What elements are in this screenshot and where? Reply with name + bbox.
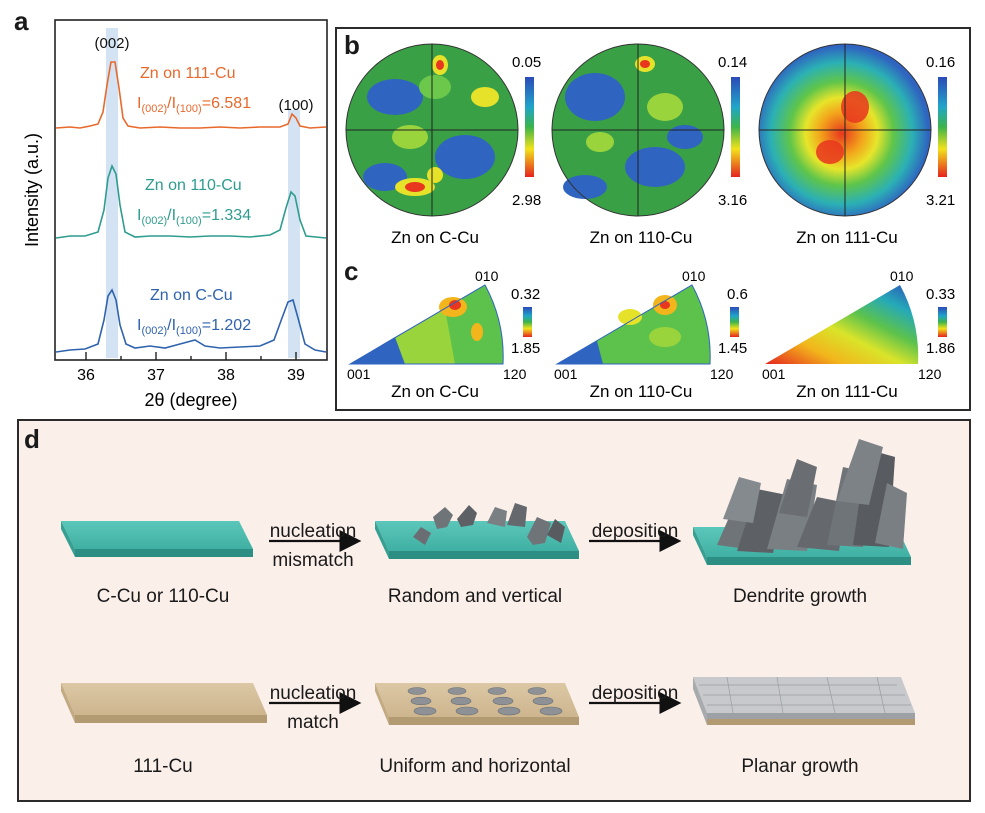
stage-label-planar: Planar growth — [741, 756, 859, 777]
xtick-37: 37 — [147, 367, 165, 384]
ipf-label-c-cu: Zn on C-Cu — [391, 382, 479, 401]
curve-111-cu — [55, 61, 327, 129]
substrate-c-cu — [61, 521, 253, 557]
pole-figure-c-cu — [345, 43, 519, 217]
substrate-random — [375, 503, 579, 559]
pole-label-110-cu: Zn on 110-Cu — [590, 228, 693, 247]
ratio-110: I(002)/I(100)=1.334 — [137, 207, 251, 227]
scale-bottom-b3: 3.21 — [926, 192, 955, 209]
substrate-111-cu — [61, 683, 267, 723]
stage-label-random: Random and vertical — [387, 586, 563, 607]
stage-label-111-cu: 111-Cu — [133, 756, 193, 777]
arrow-label-mismatch: mismatch — [272, 550, 354, 571]
curve-name-110: Zn on 110-Cu — [145, 177, 242, 194]
curve-name-111: Zn on 111-Cu — [140, 65, 235, 82]
scale-bottom-c2: 1.45 — [718, 340, 747, 357]
corner-010-c1: 010 — [475, 268, 499, 284]
panel-b-letter: b — [344, 30, 360, 60]
corner-010-c3: 010 — [890, 268, 914, 284]
y-axis-label: Intensity (a.u.) — [22, 133, 42, 247]
ipf-label-111-cu: Zn on 111-Cu — [796, 382, 897, 401]
colorbar-c2 — [730, 307, 739, 337]
peak-002-band — [106, 28, 118, 358]
x-axis-label: 2θ (degree) — [144, 390, 237, 410]
scale-bottom-c3: 1.86 — [926, 340, 955, 357]
colorbar-c3 — [938, 307, 947, 337]
colorbar-b2 — [731, 77, 740, 177]
panel-bc-box — [335, 27, 971, 411]
scale-bottom-b2: 3.16 — [718, 192, 747, 209]
substrate-uniform — [375, 683, 579, 725]
arrow-label-deposition-2: deposition — [591, 683, 679, 704]
ipf-c-cu — [348, 284, 504, 365]
ratio-111: I(002)/I(100)=6.581 — [137, 95, 251, 115]
panel-c-letter: c — [344, 256, 359, 286]
peak-label-002: (002) — [94, 35, 129, 52]
corner-120-c1: 120 — [503, 366, 527, 382]
stage-label-dendrite: Dendrite growth — [732, 586, 868, 607]
panel-a-letter: a — [14, 6, 29, 36]
ratio-c: I(002)/I(100)=1.202 — [137, 317, 251, 337]
arrow-label-deposition-1: deposition — [591, 521, 679, 542]
colorbar-b1 — [525, 77, 534, 177]
panel-d-letter: d — [24, 424, 40, 454]
pole-label-c-cu: Zn on C-Cu — [391, 228, 479, 247]
pole-figure-111-cu — [758, 43, 932, 217]
scale-top-c2: 0.6 — [727, 286, 748, 303]
corner-120-c3: 120 — [918, 366, 942, 382]
peak-label-100: (100) — [278, 97, 313, 114]
arrow-label-nucleation-2: nucleation — [269, 683, 357, 704]
scale-bottom-c1: 1.85 — [511, 340, 540, 357]
panel-b-pole-figures: 0.05 2.98 0.14 3.16 0.16 3.21 Zn on C-Cu… — [345, 43, 955, 401]
scale-bottom-b1: 2.98 — [512, 192, 541, 209]
arrow-label-nucleation-1: nucleation — [269, 521, 357, 542]
ipf-110-cu — [555, 284, 711, 365]
ipf-111-cu — [765, 285, 919, 364]
substrate-planar — [693, 676, 915, 725]
corner-001-c2: 001 — [554, 366, 578, 382]
scale-top-b3: 0.16 — [926, 54, 955, 71]
curve-110-cu — [55, 163, 327, 239]
scale-top-b1: 0.05 — [512, 54, 541, 71]
panel-d-schematic — [61, 439, 915, 725]
pole-label-111-cu: Zn on 111-Cu — [796, 228, 897, 247]
curve-name-c: Zn on C-Cu — [150, 287, 233, 304]
panel-a-xrd-chart: (002) (100) Zn on 111-Cu Zn on 110-Cu Zn… — [22, 19, 328, 410]
xtick-36: 36 — [77, 367, 95, 384]
scale-top-c1: 0.32 — [511, 286, 540, 303]
stage-label-uniform: Uniform and horizontal — [379, 756, 571, 777]
ipf-label-110-cu: Zn on 110-Cu — [590, 382, 693, 401]
colorbar-b3 — [938, 77, 947, 177]
corner-001-c1: 001 — [347, 366, 371, 382]
corner-010-c2: 010 — [682, 268, 706, 284]
corner-120-c2: 120 — [710, 366, 734, 382]
scale-top-c3: 0.33 — [926, 286, 955, 303]
pole-figure-110-cu — [551, 43, 725, 217]
substrate-dendrite — [693, 439, 911, 565]
xtick-39: 39 — [287, 367, 305, 384]
curve-c-cu — [55, 288, 327, 353]
corner-001-c3: 001 — [762, 366, 786, 382]
peak-100-band — [288, 110, 300, 358]
arrow-label-match: match — [287, 712, 339, 733]
stage-label-c-cu: C-Cu or 110-Cu — [96, 586, 230, 607]
scale-top-b2: 0.14 — [718, 54, 747, 71]
colorbar-c1 — [523, 307, 532, 337]
xtick-38: 38 — [217, 367, 235, 384]
